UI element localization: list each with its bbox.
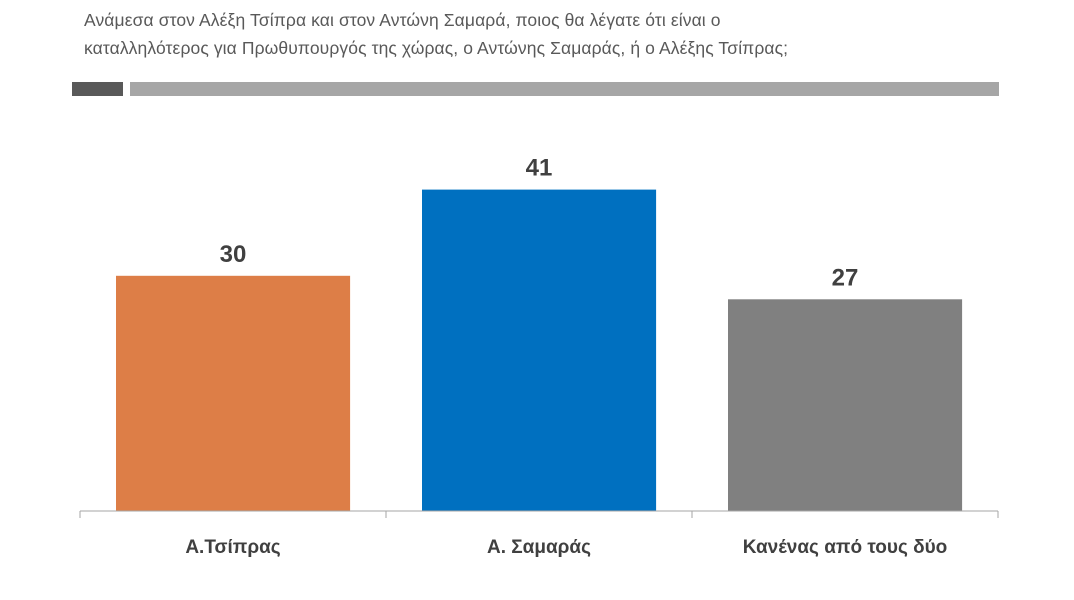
category-label-2: Α. Σαμαράς	[487, 537, 591, 558]
divider-accent	[72, 82, 123, 96]
category-label-3: Κανένας από τους δύο	[743, 537, 948, 558]
question-line-2: καταλληλότερος για Πρωθυπουργός της χώρα…	[84, 38, 789, 58]
divider-rule	[130, 82, 999, 96]
question-line-1: Ανάμεσα στον Αλέξη Τσίπρα και στον Αντών…	[84, 10, 721, 30]
bar-value-label-3: 27	[832, 264, 859, 291]
category-labels-group: Α.Τσίπρας Α. Σαμαράς Κανένας από τους δύο	[185, 537, 947, 558]
bar-2	[422, 189, 657, 511]
question-text: Ανάμεσα στον Αλέξη Τσίπρα και στον Αντών…	[84, 6, 1044, 62]
x-axis-ticks-group	[79, 511, 999, 518]
bar-value-label-2: 41	[526, 155, 553, 182]
bars-group	[116, 189, 963, 511]
bar-1	[116, 275, 351, 511]
bar-3	[728, 299, 963, 511]
category-label-1: Α.Τσίπρας	[185, 537, 280, 558]
bar-value-label-1: 30	[220, 241, 247, 268]
value-labels-group: 30 41 27	[220, 155, 859, 292]
